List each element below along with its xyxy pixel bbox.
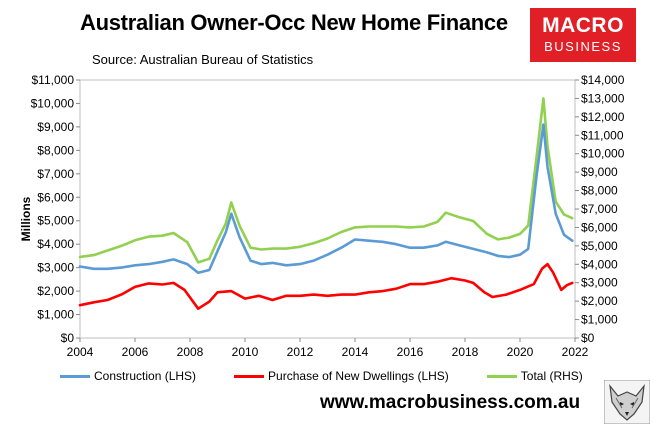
y2-tick-label: $7,000 <box>581 202 618 216</box>
y-tick-label: $7,000 <box>37 167 74 181</box>
x-tick-label: 2012 <box>287 345 314 359</box>
series-purchase-line <box>78 262 574 311</box>
y2-tick-label: $5,000 <box>581 239 618 253</box>
y-tick-label: $6,000 <box>37 190 74 204</box>
x-tick-label: 2014 <box>342 345 369 359</box>
legend-swatch-construction <box>60 374 90 378</box>
y2-tick-label: $0 <box>581 331 595 345</box>
y-tick-label: $5,000 <box>37 214 74 228</box>
plot-area <box>79 79 576 339</box>
y2-tick-label: $10,000 <box>581 147 625 161</box>
y-tick-label: $3,000 <box>37 261 74 275</box>
y2-tick-label: $3,000 <box>581 276 618 290</box>
y-tick-label: $8,000 <box>37 143 74 157</box>
y2-tick-label: $14,000 <box>581 73 625 87</box>
chart-legend: Construction (LHS) Purchase of New Dwell… <box>60 369 583 383</box>
legend-swatch-total <box>486 374 517 378</box>
legend-label-purchase: Purchase of New Dwellings (LHS) <box>268 369 449 383</box>
logo-line1: MACRO <box>542 14 624 37</box>
y-tick-label: $11,000 <box>32 73 75 87</box>
x-tick-label: 2018 <box>452 345 479 359</box>
y-tick-label: $10,000 <box>31 96 75 110</box>
series-total-line <box>78 97 574 264</box>
x-tick-label: 2006 <box>122 345 149 359</box>
x-tick-label: 2020 <box>507 345 534 359</box>
y-tick-label: $9,000 <box>37 120 74 134</box>
y2-tick-label: $12,000 <box>581 110 625 124</box>
x-tick-label: 2008 <box>177 345 204 359</box>
legend-swatch-purchase <box>234 374 265 378</box>
x-tick-label: 2022 <box>562 345 589 359</box>
y2-tick-label: $9,000 <box>581 165 618 179</box>
y2-tick-label: $1,000 <box>581 313 618 327</box>
legend-label-construction: Construction (LHS) <box>94 369 197 383</box>
footer-url: www.macrobusiness.com.au <box>320 392 581 413</box>
y-tick-label: $1,000 <box>37 308 74 322</box>
y-tick-label: $4,000 <box>37 237 74 251</box>
chart-source: Source: Australian Bureau of Statistics <box>92 52 314 67</box>
series-construction-line <box>78 123 574 275</box>
legend-item-construction: Construction (LHS) <box>60 369 196 383</box>
y2-tick-label: $8,000 <box>581 184 618 198</box>
x-tick-label: 2010 <box>232 345 259 359</box>
y2-tick-label: $11,000 <box>581 128 624 142</box>
macrobusiness-logo: MACRO BUSINESS <box>530 8 636 62</box>
y2-tick-label: $2,000 <box>581 294 618 308</box>
y-tick-label: $0 <box>61 331 75 345</box>
fox-logo-icon <box>604 380 650 424</box>
y2-tick-label: $6,000 <box>581 220 618 234</box>
legend-label-total: Total (RHS) <box>520 369 583 383</box>
y-tick-label: $2,000 <box>37 284 74 298</box>
y2-tick-label: $13,000 <box>581 91 625 105</box>
y-axis-label: Millions <box>19 196 33 242</box>
legend-item-purchase: Purchase of New Dwellings (LHS) <box>234 369 449 383</box>
chart-title: Australian Owner-Occ New Home Finance <box>80 10 508 35</box>
y2-tick-label: $4,000 <box>581 257 618 271</box>
x-tick-label: 2004 <box>67 345 94 359</box>
logo-line2: BUSINESS <box>544 39 622 54</box>
x-tick-label: 2016 <box>397 345 424 359</box>
legend-item-total: Total (RHS) <box>486 369 583 383</box>
